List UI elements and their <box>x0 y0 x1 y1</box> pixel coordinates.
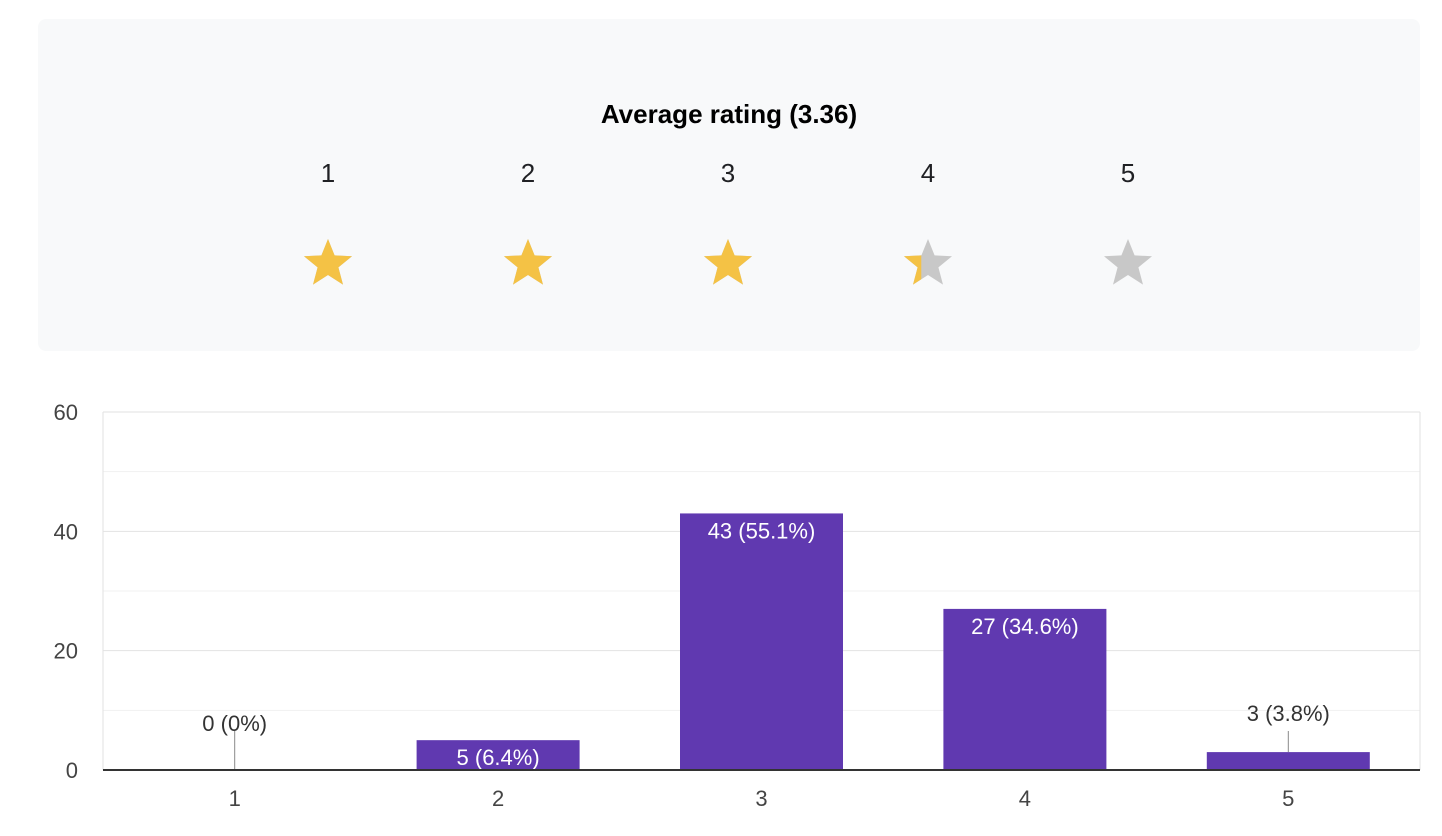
bar-data-label: 5 (6.4%) <box>457 745 540 770</box>
bar-5 <box>1206 752 1370 770</box>
y-tick-label: 20 <box>54 639 78 664</box>
bar-data-label: 27 (34.6%) <box>971 614 1079 639</box>
average-rating-panel: Average rating (3.36) <box>38 19 1420 351</box>
bar-data-label: 43 (55.1%) <box>708 518 816 543</box>
star-icon <box>1104 239 1152 285</box>
star-number-label: 1 <box>320 158 336 188</box>
x-tick-label: 1 <box>229 786 241 811</box>
bar-3 <box>680 513 843 770</box>
y-tick-label: 40 <box>54 519 78 544</box>
star-number-label: 2 <box>520 158 536 188</box>
bar-data-label: 0 (0%) <box>202 711 267 736</box>
y-tick-label: 0 <box>66 758 78 783</box>
star-icon <box>704 239 752 285</box>
average-rating-title: Average rating (3.36) <box>600 99 858 129</box>
x-tick-label: 4 <box>1019 786 1031 811</box>
bar-2 <box>416 740 580 770</box>
star-number-label: 4 <box>920 158 936 188</box>
star-icon <box>304 239 352 285</box>
x-tick-label: 5 <box>1282 786 1294 811</box>
x-tick-label: 2 <box>492 786 504 811</box>
star-number-label: 3 <box>720 158 736 188</box>
bar-4 <box>943 608 1107 770</box>
star-icon <box>904 239 952 285</box>
x-tick-label: 3 <box>755 786 767 811</box>
y-tick-label: 60 <box>54 400 78 425</box>
star-number-label: 5 <box>1120 158 1136 188</box>
star-icon <box>504 239 552 285</box>
bar-data-label: 3 (3.8%) <box>1247 701 1330 726</box>
